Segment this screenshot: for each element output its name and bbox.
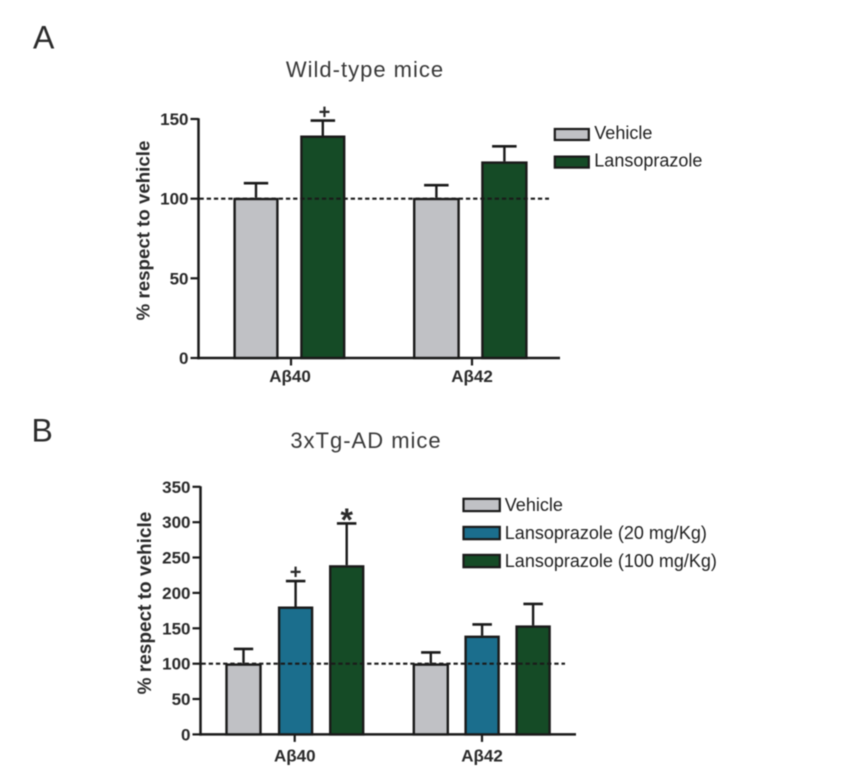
svg-text:200: 200 [162, 584, 190, 603]
svg-text:Lansoprazole (100 mg/Kg): Lansoprazole (100 mg/Kg) [505, 551, 717, 571]
svg-text:300: 300 [162, 513, 190, 532]
svg-text:Vehicle: Vehicle [505, 495, 563, 515]
svg-text:*: * [340, 502, 353, 538]
svg-text:150: 150 [160, 110, 188, 129]
svg-text:% respect to vehicle: % respect to vehicle [135, 512, 156, 695]
svg-text:50: 50 [170, 269, 189, 288]
svg-text:50: 50 [172, 690, 191, 709]
svg-text:0: 0 [181, 725, 190, 744]
svg-text:350: 350 [162, 478, 190, 497]
svg-text:3xTg-AD mice: 3xTg-AD mice [290, 428, 441, 453]
svg-text:100: 100 [162, 655, 190, 674]
svg-text:Aβ42: Aβ42 [461, 747, 503, 766]
svg-text:Aβ40: Aβ40 [269, 367, 311, 386]
svg-text:100: 100 [160, 190, 188, 209]
svg-text:Lansoprazole (20 mg/Kg): Lansoprazole (20 mg/Kg) [505, 523, 707, 543]
svg-text:250: 250 [162, 549, 190, 568]
svg-text:150: 150 [162, 619, 190, 638]
svg-text:0: 0 [179, 349, 188, 368]
svg-text:A: A [33, 20, 55, 56]
svg-text:Aβ42: Aβ42 [451, 367, 493, 386]
svg-text:Lansoprazole: Lansoprazole [594, 151, 702, 171]
svg-text:+: + [319, 101, 331, 123]
svg-text:Vehicle: Vehicle [594, 123, 652, 143]
svg-text:Wild-type mice: Wild-type mice [286, 57, 444, 82]
svg-text:B: B [32, 413, 53, 449]
svg-text:% respect to vehicle: % respect to vehicle [133, 141, 154, 321]
svg-text:Aβ40: Aβ40 [274, 747, 316, 766]
svg-text:+: + [290, 561, 302, 583]
